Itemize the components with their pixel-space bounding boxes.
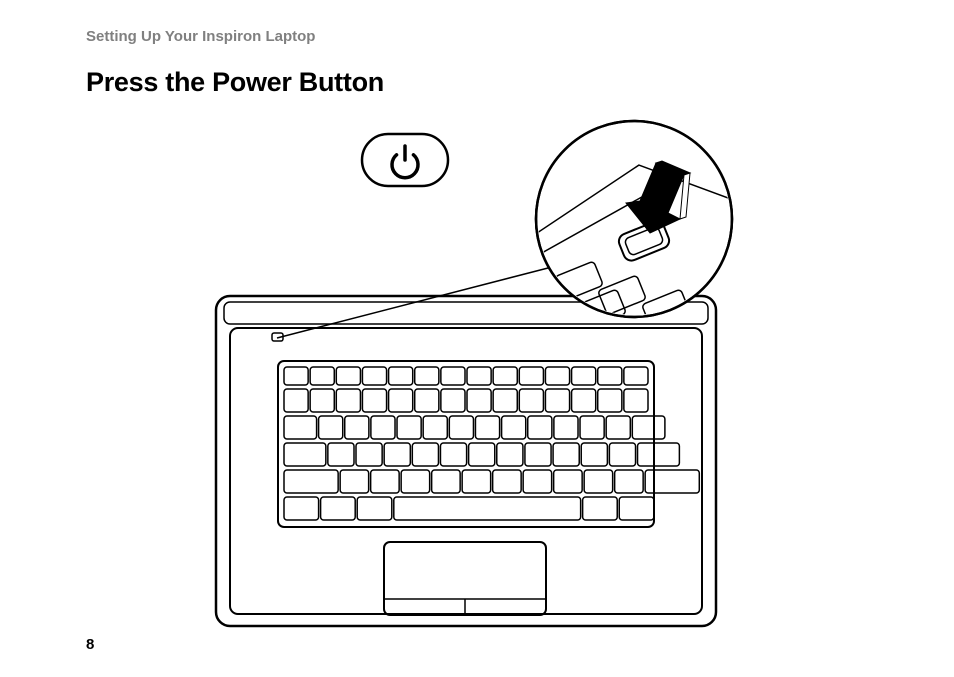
- laptop-illustration-svg: [86, 116, 868, 636]
- section-header: Setting Up Your Inspiron Laptop: [86, 28, 868, 45]
- diagram: [86, 116, 868, 616]
- page-number: 8: [86, 636, 94, 653]
- manual-page: Setting Up Your Inspiron Laptop Press th…: [0, 0, 954, 677]
- page-title: Press the Power Button: [86, 67, 868, 98]
